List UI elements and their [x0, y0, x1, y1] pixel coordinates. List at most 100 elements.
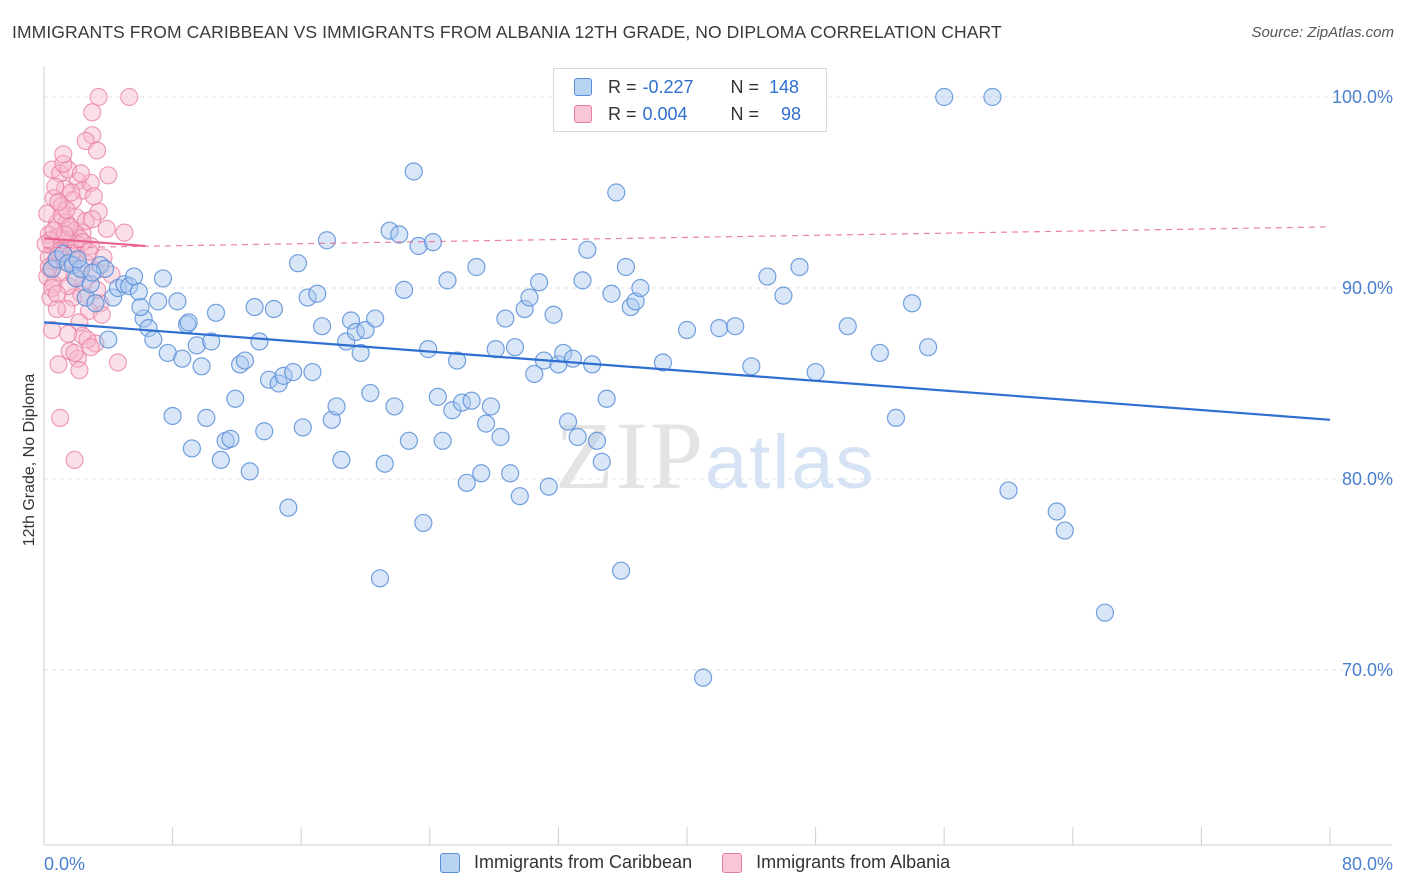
albania-point	[59, 324, 78, 343]
caribbean-point	[226, 389, 245, 408]
caribbean-point	[274, 366, 293, 385]
legend-n-label: N =	[730, 103, 760, 124]
albania-point	[76, 212, 95, 231]
caribbean-point	[631, 278, 650, 298]
series-legend-caribbean[interactable]: Immigrants from Caribbean	[440, 852, 692, 873]
watermark: ZIPatlas	[555, 400, 876, 511]
caribbean-point	[573, 271, 592, 290]
caribbean-point	[592, 452, 611, 471]
caribbean-point	[149, 292, 168, 311]
caribbean-point	[806, 362, 825, 382]
legend-row-albania: R = 0.004 N = 98	[574, 103, 801, 125]
caribbean-point	[983, 87, 1002, 107]
caribbean-point	[221, 429, 240, 448]
caribbean-point	[491, 427, 510, 447]
caribbean-point	[677, 320, 697, 340]
caribbean-point	[68, 250, 87, 269]
caribbean-point	[433, 431, 452, 450]
y-tick-label: 100.0%	[1332, 87, 1393, 107]
caribbean-point	[710, 319, 729, 338]
caribbean-point	[774, 286, 793, 305]
caribbean-point	[462, 391, 481, 410]
caribbean-point	[173, 349, 192, 368]
caribbean-point	[902, 294, 922, 313]
caribbean-point	[120, 276, 139, 296]
caribbean-point	[870, 343, 890, 363]
caribbean-point	[467, 257, 486, 277]
caribbean-point	[935, 87, 954, 107]
caribbean-point	[255, 422, 274, 441]
caribbean-point	[886, 408, 906, 427]
series-swatch-caribbean	[440, 852, 460, 873]
legend-n-value: 148	[769, 76, 800, 97]
albania-point	[89, 87, 108, 107]
caribbean-point	[999, 481, 1018, 500]
legend-swatch-caribbean	[574, 78, 592, 96]
caribbean-point	[742, 357, 761, 376]
caribbean-point	[279, 498, 298, 517]
caribbean-point	[919, 338, 938, 357]
caribbean-point	[153, 269, 173, 288]
caribbean-point	[404, 162, 423, 181]
caribbean-point	[71, 259, 91, 278]
caribbean-point	[611, 561, 631, 580]
albania-point	[38, 204, 57, 223]
albania-point	[115, 223, 134, 242]
caribbean-point	[245, 298, 264, 317]
caribbean-point	[621, 298, 640, 317]
tick-labels: 70.0% 80.0% 90.0% 100.0% 0.0% 80.0%	[44, 87, 1393, 874]
caribbean-points	[42, 87, 1115, 687]
caribbean-point	[414, 513, 433, 533]
series-legend-albania[interactable]: Immigrants from Albania	[722, 852, 950, 873]
albania-point	[49, 355, 68, 374]
y-tick-label: 90.0%	[1342, 278, 1393, 298]
caribbean-point	[168, 292, 187, 311]
caribbean-point	[182, 439, 201, 458]
albania-point	[62, 183, 81, 202]
caribbean-point	[520, 288, 539, 307]
albania-point	[87, 141, 107, 160]
albania-point	[50, 408, 70, 427]
caribbean-point	[1095, 603, 1115, 622]
caribbean-point	[602, 284, 621, 303]
albania-point	[65, 450, 84, 469]
caribbean-point	[375, 454, 394, 473]
caribbean-point	[838, 317, 857, 336]
caribbean-point	[472, 464, 491, 483]
caribbean-point	[496, 309, 515, 328]
stats-legend: R = -0.227 N = 148 R = 0.004 N = 98	[553, 68, 827, 132]
albania-point	[83, 210, 102, 229]
caribbean-point	[587, 431, 607, 450]
caribbean-point	[380, 221, 399, 240]
caribbean-point	[758, 267, 777, 286]
legend-n-label: N =	[730, 76, 760, 97]
caribbean-point	[298, 288, 317, 307]
y-tick-label: 80.0%	[1342, 469, 1393, 489]
caribbean-point	[607, 183, 626, 202]
series-legend: Immigrants from Caribbean Immigrants fro…	[440, 852, 980, 873]
caribbean-point	[284, 362, 303, 382]
albania-point	[63, 191, 83, 210]
caribbean-point	[385, 397, 404, 416]
albania-point	[70, 361, 89, 380]
caribbean-point	[515, 299, 534, 319]
legend-r-value: 0.004	[642, 103, 688, 124]
caribbean-point	[693, 668, 713, 687]
caribbean-point	[428, 387, 447, 406]
albania-point	[81, 173, 100, 193]
series-swatch-albania	[722, 852, 743, 873]
caribbean-point	[104, 288, 123, 307]
albania-point	[54, 154, 73, 173]
albania-point	[99, 166, 118, 185]
caribbean-point	[505, 338, 525, 357]
caribbean-point	[341, 311, 361, 330]
caribbean-point	[264, 299, 283, 319]
albania-point	[71, 164, 91, 183]
caribbean-point	[322, 410, 341, 429]
x-tick-label: 80.0%	[1342, 854, 1393, 874]
caribbean-point	[317, 231, 337, 250]
albania-point	[46, 177, 65, 196]
caribbean-point	[235, 351, 255, 370]
caribbean-point	[124, 267, 144, 286]
